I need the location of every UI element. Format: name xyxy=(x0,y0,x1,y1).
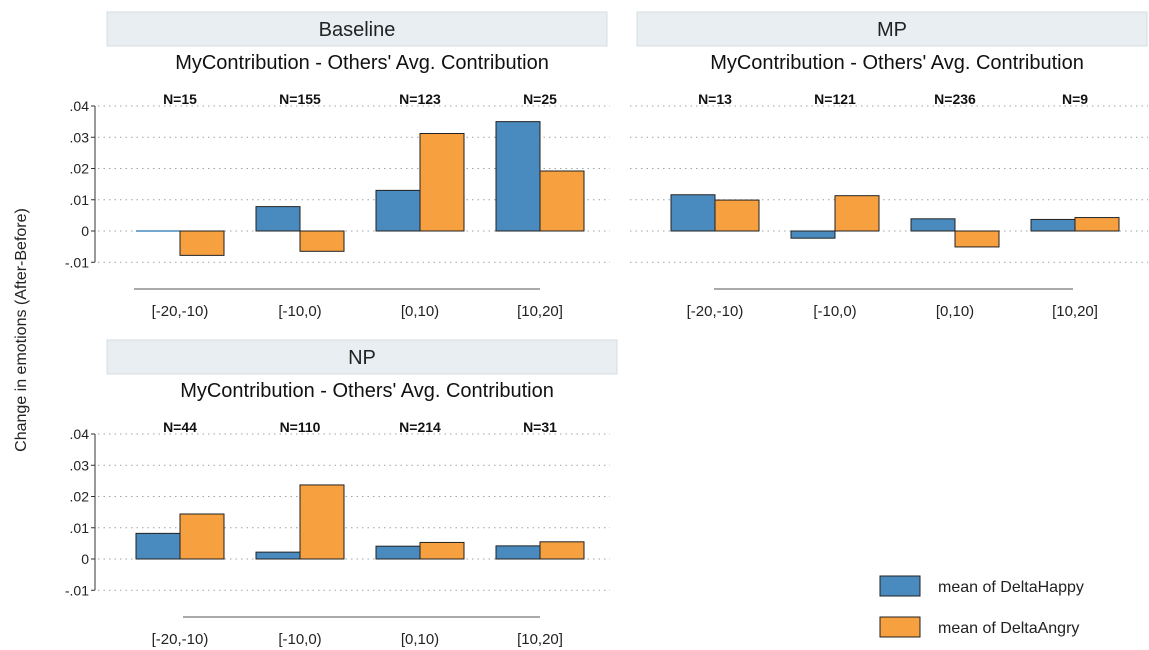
panel-header xyxy=(106,11,608,47)
bar-happy xyxy=(495,121,541,232)
bar-angry xyxy=(539,541,585,560)
panel-header xyxy=(106,339,618,375)
bar-happy xyxy=(910,218,956,232)
bar-angry xyxy=(539,170,585,232)
bar-happy xyxy=(670,194,716,232)
bar-angry xyxy=(179,230,225,256)
panel-subtitle: MyContribution - Others' Avg. Contributi… xyxy=(175,52,549,74)
y-tick-label: -.01 xyxy=(65,582,89,598)
legend-label: mean of DeltaHappy xyxy=(938,579,1084,596)
y-axis-title: Change in emotions (After-Before) xyxy=(13,208,30,452)
bar-happy xyxy=(255,206,301,232)
x-tick-label: [-10,0) xyxy=(813,303,856,320)
n-label: N=25 xyxy=(523,91,557,107)
bar-angry xyxy=(1074,217,1120,232)
x-tick-label: [0,10) xyxy=(936,303,974,320)
legend-swatch xyxy=(879,575,921,597)
y-tick-label: 0 xyxy=(81,551,89,567)
bar-happy xyxy=(135,532,181,560)
panel-title: Baseline xyxy=(319,19,396,41)
x-tick-label: [-10,0) xyxy=(278,303,321,320)
y-tick-label: .03 xyxy=(70,129,90,145)
panel-mp: MP MyContribution - Others' Avg. Contribu… xyxy=(630,11,1148,320)
y-tick-label: .01 xyxy=(70,520,90,536)
n-label: N=9 xyxy=(1062,91,1088,107)
legend: mean of DeltaHappy mean of DeltaAngry xyxy=(879,575,1084,638)
x-tick-label: [10,20] xyxy=(517,303,563,320)
bar-happy xyxy=(1030,218,1076,232)
y-tick-label: .02 xyxy=(70,161,90,177)
panel-baseline: Baseline MyContribution - Others' Avg. Co… xyxy=(65,11,610,320)
panel-title: MP xyxy=(877,19,907,41)
n-label: N=123 xyxy=(399,91,441,107)
x-tick-label: [-20,-10) xyxy=(687,303,744,320)
n-label: N=121 xyxy=(814,91,856,107)
panel-title: NP xyxy=(348,347,376,369)
bar-angry xyxy=(299,484,345,560)
n-label: N=155 xyxy=(279,91,321,107)
y-tick-label: -.01 xyxy=(65,254,89,270)
bar-angry xyxy=(954,230,1000,248)
bar-angry xyxy=(179,513,225,560)
bar-happy xyxy=(255,551,301,560)
bar-happy xyxy=(375,189,421,232)
y-tick-label: .04 xyxy=(70,426,90,442)
n-label: N=13 xyxy=(698,91,732,107)
x-tick-label: [0,10) xyxy=(401,631,439,648)
n-label: N=214 xyxy=(399,419,441,435)
bar-angry xyxy=(419,541,465,560)
x-tick-label: [10,20] xyxy=(517,631,563,648)
n-label: N=44 xyxy=(163,419,197,435)
legend-label: mean of DeltaAngry xyxy=(938,620,1079,637)
panel-subtitle: MyContribution - Others' Avg. Contributi… xyxy=(710,52,1084,74)
y-tick-label: 0 xyxy=(81,223,89,239)
n-label: N=110 xyxy=(280,419,321,435)
bar-angry xyxy=(299,230,345,252)
panel-subtitle: MyContribution - Others' Avg. Contributi… xyxy=(180,380,554,402)
panel-header xyxy=(636,11,1148,47)
bar-happy xyxy=(375,545,421,560)
n-label: N=15 xyxy=(163,91,197,107)
x-tick-label: [-20,-10) xyxy=(152,303,209,320)
y-tick-label: .02 xyxy=(70,489,90,505)
panel-np: NP MyContribution - Others' Avg. Contribu… xyxy=(65,339,618,648)
x-tick-label: [-20,-10) xyxy=(152,631,209,648)
y-tick-label: .04 xyxy=(70,98,90,114)
y-tick-label: .01 xyxy=(70,192,90,208)
bar-happy xyxy=(495,545,541,560)
y-tick-label: .03 xyxy=(70,457,90,473)
bar-angry xyxy=(419,133,465,232)
x-tick-label: [-10,0) xyxy=(278,631,321,648)
n-label: N=31 xyxy=(523,419,557,435)
x-tick-label: [0,10) xyxy=(401,303,439,320)
bar-happy xyxy=(790,230,836,239)
legend-swatch xyxy=(879,616,921,638)
bar-angry xyxy=(714,199,760,232)
x-tick-label: [10,20] xyxy=(1052,303,1098,320)
bar-angry xyxy=(834,195,880,232)
n-label: N=236 xyxy=(934,91,976,107)
